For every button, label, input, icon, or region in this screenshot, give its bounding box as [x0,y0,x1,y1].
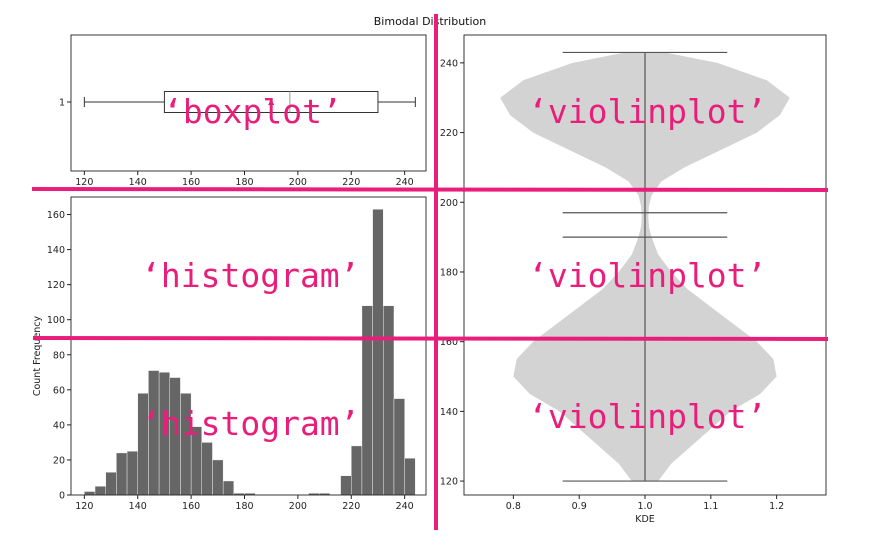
histogram-bar [361,305,373,496]
box-iqr [163,91,379,113]
box-ytick-label: 1 [59,98,65,109]
histogram-xtick-label: 160 [182,501,200,512]
annotation-boxplot: ‘boxplot’ [163,92,342,131]
violin-ytick-label: 140 [440,407,458,418]
histogram-bar [126,450,138,496]
violin-ytick-label: 120 [440,477,458,488]
violin-xtick-label: 0.8 [506,501,521,512]
histogram-frame [70,196,427,496]
histogram-ylabel: Count Frequency [32,315,43,396]
histogram-bar [84,491,96,496]
histogram-bar [201,442,213,496]
histogram-bar [383,305,395,496]
histogram-ytick-label: 40 [53,420,65,431]
histogram-xtick-label: 120 [75,501,93,512]
violin-ytick-label: 160 [440,337,458,348]
figure-title: Bimodal Distribution [374,15,487,28]
histogram-bar [404,457,416,496]
histogram-xtick-label: 140 [129,501,147,512]
histogram-bar [222,480,235,496]
histogram-bar [340,475,352,496]
guide-line-horizontal-top [31,187,829,192]
annotation-violin-bottom: ‘violinplot’ [528,397,766,436]
box-xtick-label: 180 [235,177,253,188]
histogram-ytick-label: 20 [53,455,65,466]
box-xtick-label: 240 [396,177,414,188]
violin-xlabel: KDE [635,514,655,525]
box-xtick-label: 140 [129,177,147,188]
violin-ytick-label: 220 [440,128,458,139]
annotation-violin-top: ‘violinplot’ [528,92,766,131]
box-xtick-label: 200 [289,177,307,188]
histogram-xtick-label: 200 [289,501,307,512]
histogram-ytick-label: 100 [47,315,65,326]
boxplot-frame [70,34,427,172]
violin-axes: 0.8 0.9 1.0 1.1 1.2 120 140 160 180 200 220 240 KDE [440,34,827,525]
violin-xtick-label: 0.9 [572,501,587,512]
histogram-ytick-label: 0 [59,491,65,502]
annotation-overlay: ‘boxplot’ ‘violinplot’ ‘histogram’ ‘viol… [31,14,829,530]
histogram-bar [393,398,405,496]
histogram-ytick-label: 80 [53,350,65,361]
histogram-ytick-label: 140 [47,245,65,256]
guide-line-horizontal-bottom [32,336,829,341]
annotation-violin-mid: ‘violinplot’ [528,256,766,295]
histogram-ytick-label: 120 [47,280,65,291]
annotation-histogram-mid: ‘histogram’ [141,256,360,295]
histogram-bar [212,459,224,496]
box-xtick-label: 220 [342,177,360,188]
violin-ytick-label: 240 [440,58,458,69]
box-xtick-label: 120 [75,177,93,188]
histogram-bar [94,486,106,496]
histogram-axes: 120 140 160 180 200 220 240 0 20 40 60 80 100 120 140 1… [32,196,427,512]
histogram-xtick-label: 240 [396,501,414,512]
violin-ytick-label: 180 [440,267,458,278]
histogram-bar [372,209,384,496]
violin-ytick-label: 200 [440,198,458,209]
box-xtick-label: 160 [182,177,200,188]
annotation-histogram-bottom: ‘histogram’ [141,404,360,443]
violin-xtick-label: 1.2 [769,501,784,512]
boxplot-axes: 1 120 140 160 180 200 220 240 [59,34,427,188]
histogram-xtick-label: 180 [235,501,253,512]
box-mean-marker [268,99,275,105]
histogram-ytick-label: 160 [47,210,65,221]
violin-xtick-label: 1.0 [637,501,652,512]
violin-xtick-label: 1.1 [703,501,718,512]
histogram-bar [351,445,363,496]
histogram-xtick-label: 220 [342,501,360,512]
histogram-ytick-label: 60 [53,385,65,396]
histogram-bar [105,472,117,496]
histogram-bar [116,452,128,496]
